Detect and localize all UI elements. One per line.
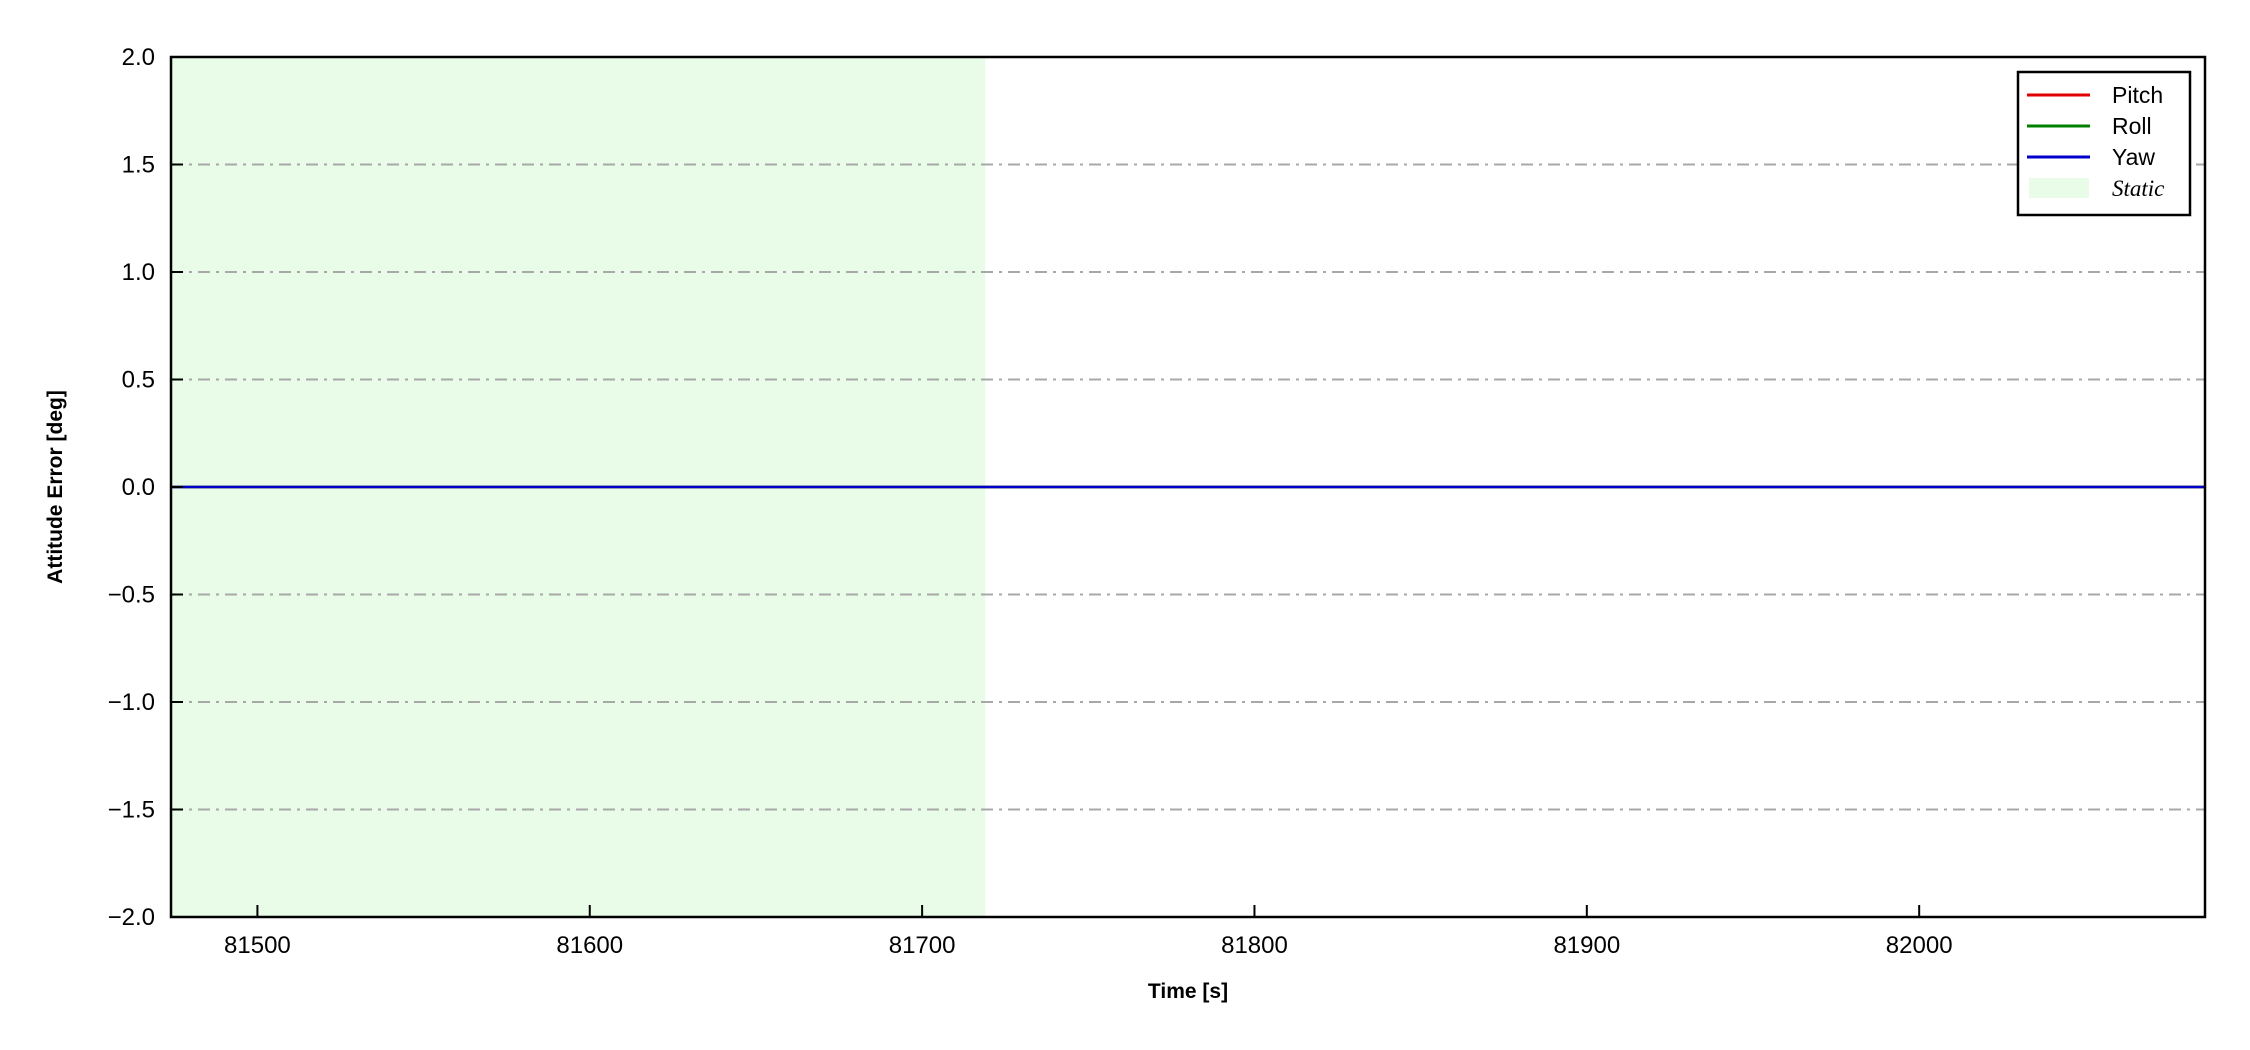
legend-label-roll: Roll bbox=[2112, 113, 2152, 139]
y-axis-label: Attitude Error [deg] bbox=[44, 390, 67, 584]
x-axis-label: Time [s] bbox=[1148, 980, 1228, 1003]
x-tick-label: 81500 bbox=[224, 932, 291, 959]
x-tick-label: 81600 bbox=[556, 932, 623, 959]
x-tick-label: 81700 bbox=[889, 932, 956, 959]
y-tick-label: 0.0 bbox=[122, 474, 155, 501]
y-tick-label: 2.0 bbox=[122, 44, 155, 71]
x-tick-label: 81800 bbox=[1221, 932, 1288, 959]
y-tick-label: 1.5 bbox=[122, 152, 155, 179]
legend-label-static: Static bbox=[2112, 176, 2164, 201]
y-tick-label: 0.5 bbox=[122, 367, 155, 394]
legend-label-pitch: Pitch bbox=[2112, 82, 2163, 108]
x-tick-label: 81900 bbox=[1553, 932, 1620, 959]
y-tick-label: −2.0 bbox=[108, 904, 155, 931]
y-tick-label: −1.5 bbox=[108, 797, 155, 824]
legend-swatch-static bbox=[2029, 178, 2089, 198]
legend-label-yaw: Yaw bbox=[2112, 144, 2155, 170]
y-tick-label: −0.5 bbox=[108, 582, 155, 609]
legend: Pitch Roll Yaw Static bbox=[2016, 70, 2192, 217]
x-tick-label: 82000 bbox=[1886, 932, 1953, 959]
y-tick-label: 1.0 bbox=[122, 259, 155, 286]
y-tick-label: −1.0 bbox=[108, 689, 155, 716]
